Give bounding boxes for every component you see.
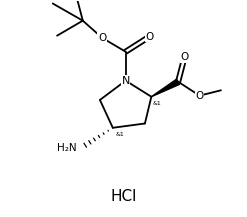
Text: O: O [145, 32, 153, 42]
Text: N: N [122, 76, 130, 86]
Text: &1: &1 [153, 101, 162, 106]
Text: O: O [195, 91, 204, 101]
Polygon shape [151, 79, 180, 97]
Text: O: O [98, 33, 106, 43]
Text: H₂N: H₂N [57, 143, 77, 153]
Text: HCl: HCl [110, 189, 137, 204]
Text: &1: &1 [115, 132, 124, 137]
Text: O: O [180, 52, 189, 62]
